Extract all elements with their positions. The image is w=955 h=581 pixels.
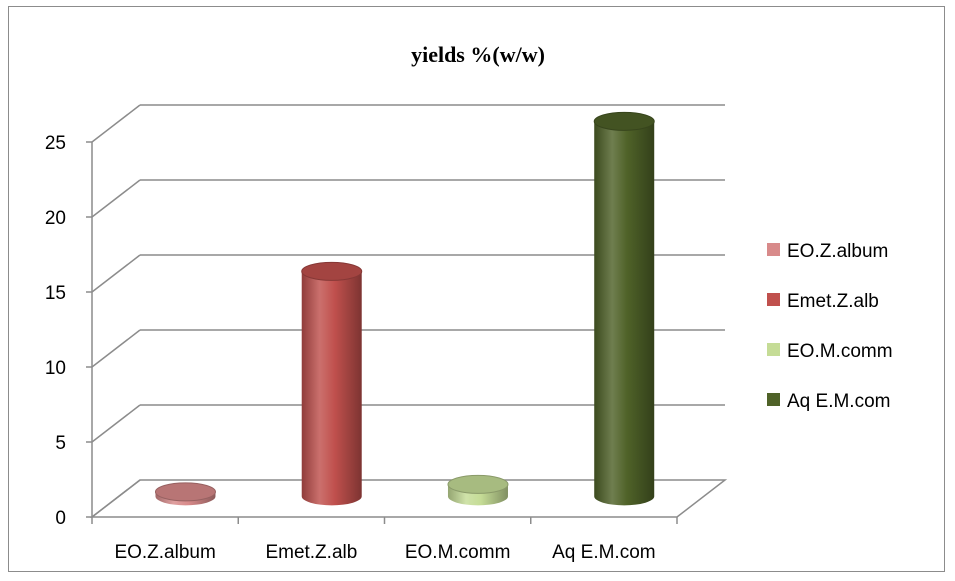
side-wall-line <box>91 329 141 368</box>
bar-layer <box>154 111 655 506</box>
legend-swatch <box>767 243 780 256</box>
y-tick-label: 5 <box>55 433 66 454</box>
legend-swatch <box>767 393 780 406</box>
cylinder-top <box>301 261 363 281</box>
axis-layer: 0 5 10 15 20 25 EO.Z.album Emet.Z.alb EO.M.comm A… <box>45 133 678 563</box>
y-tick-label: 25 <box>45 133 66 154</box>
legend-label: EO.M.comm <box>787 341 893 362</box>
y-tick-label: 20 <box>45 208 66 229</box>
legend-label: Aq E.M.com <box>787 391 890 412</box>
floor <box>89 479 728 518</box>
x-tick-label: EO.Z.album <box>114 542 215 563</box>
x-tick-label: EO.M.comm <box>405 542 511 563</box>
cylinder-top <box>593 111 655 131</box>
x-tick-label: Emet.Z.alb <box>265 542 357 563</box>
cylinder-bar <box>301 261 363 506</box>
cylinder-bar <box>593 111 655 506</box>
legend: EO.Z.album Emet.Z.alb EO.M.comm Aq E.M.com <box>767 241 893 412</box>
cylinder-bar <box>447 474 509 506</box>
legend-label: EO.Z.album <box>787 241 888 262</box>
cylinder-bar <box>154 482 216 506</box>
side-wall-line <box>91 404 141 443</box>
y-tick-label: 15 <box>45 283 66 304</box>
cylinder-top <box>447 474 509 494</box>
side-wall-line <box>91 179 141 218</box>
cylinder-body <box>301 271 362 506</box>
y-tick-label: 0 <box>55 508 66 529</box>
chart-title: yields %(w/w) <box>411 42 545 67</box>
side-wall-line <box>91 104 141 143</box>
y-tick-label: 10 <box>45 358 66 379</box>
x-tick-label: Aq E.M.com <box>552 542 655 563</box>
cylinder-top <box>154 482 216 502</box>
legend-swatch <box>767 293 780 306</box>
side-wall-line <box>91 254 141 293</box>
legend-label: Emet.Z.alb <box>787 291 879 312</box>
cylinder-body <box>594 121 655 506</box>
legend-swatch <box>767 343 780 356</box>
